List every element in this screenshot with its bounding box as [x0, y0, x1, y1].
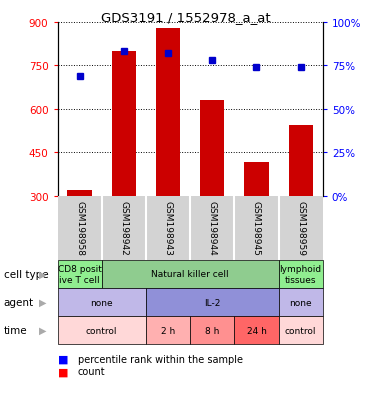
Text: Natural killer cell: Natural killer cell [151, 270, 229, 279]
Bar [68, 190, 92, 196]
Text: percentile rank within the sample: percentile rank within the sample [78, 354, 243, 364]
Text: lymphoid
tissues: lymphoid tissues [280, 265, 322, 284]
Text: ▶: ▶ [39, 297, 46, 307]
Text: ■: ■ [58, 354, 68, 364]
Text: GSM198958: GSM198958 [75, 201, 84, 256]
Bar [112, 52, 136, 196]
Text: 8 h: 8 h [205, 326, 219, 335]
Text: none: none [289, 298, 312, 307]
Text: time: time [4, 325, 27, 335]
Text: GSM198942: GSM198942 [119, 201, 128, 256]
Bar [289, 126, 313, 196]
Text: IL-2: IL-2 [204, 298, 220, 307]
Text: CD8 posit
ive T cell: CD8 posit ive T cell [58, 265, 102, 284]
Text: count: count [78, 366, 105, 376]
Text: control: control [285, 326, 316, 335]
Text: GSM198944: GSM198944 [208, 201, 217, 256]
Bar [200, 101, 224, 196]
Text: GSM198945: GSM198945 [252, 201, 261, 256]
Text: cell type: cell type [4, 269, 48, 279]
Bar [244, 163, 269, 196]
Text: ■: ■ [58, 366, 68, 376]
Text: control: control [86, 326, 118, 335]
Text: GSM198959: GSM198959 [296, 201, 305, 256]
Text: 24 h: 24 h [246, 326, 266, 335]
Bar [156, 28, 180, 196]
Text: ▶: ▶ [39, 269, 46, 279]
Text: GSM198943: GSM198943 [164, 201, 173, 256]
Text: ▶: ▶ [39, 325, 46, 335]
Text: agent: agent [4, 297, 34, 307]
Text: none: none [91, 298, 113, 307]
Text: 2 h: 2 h [161, 326, 175, 335]
Text: GDS3191 / 1552978_a_at: GDS3191 / 1552978_a_at [101, 11, 270, 24]
